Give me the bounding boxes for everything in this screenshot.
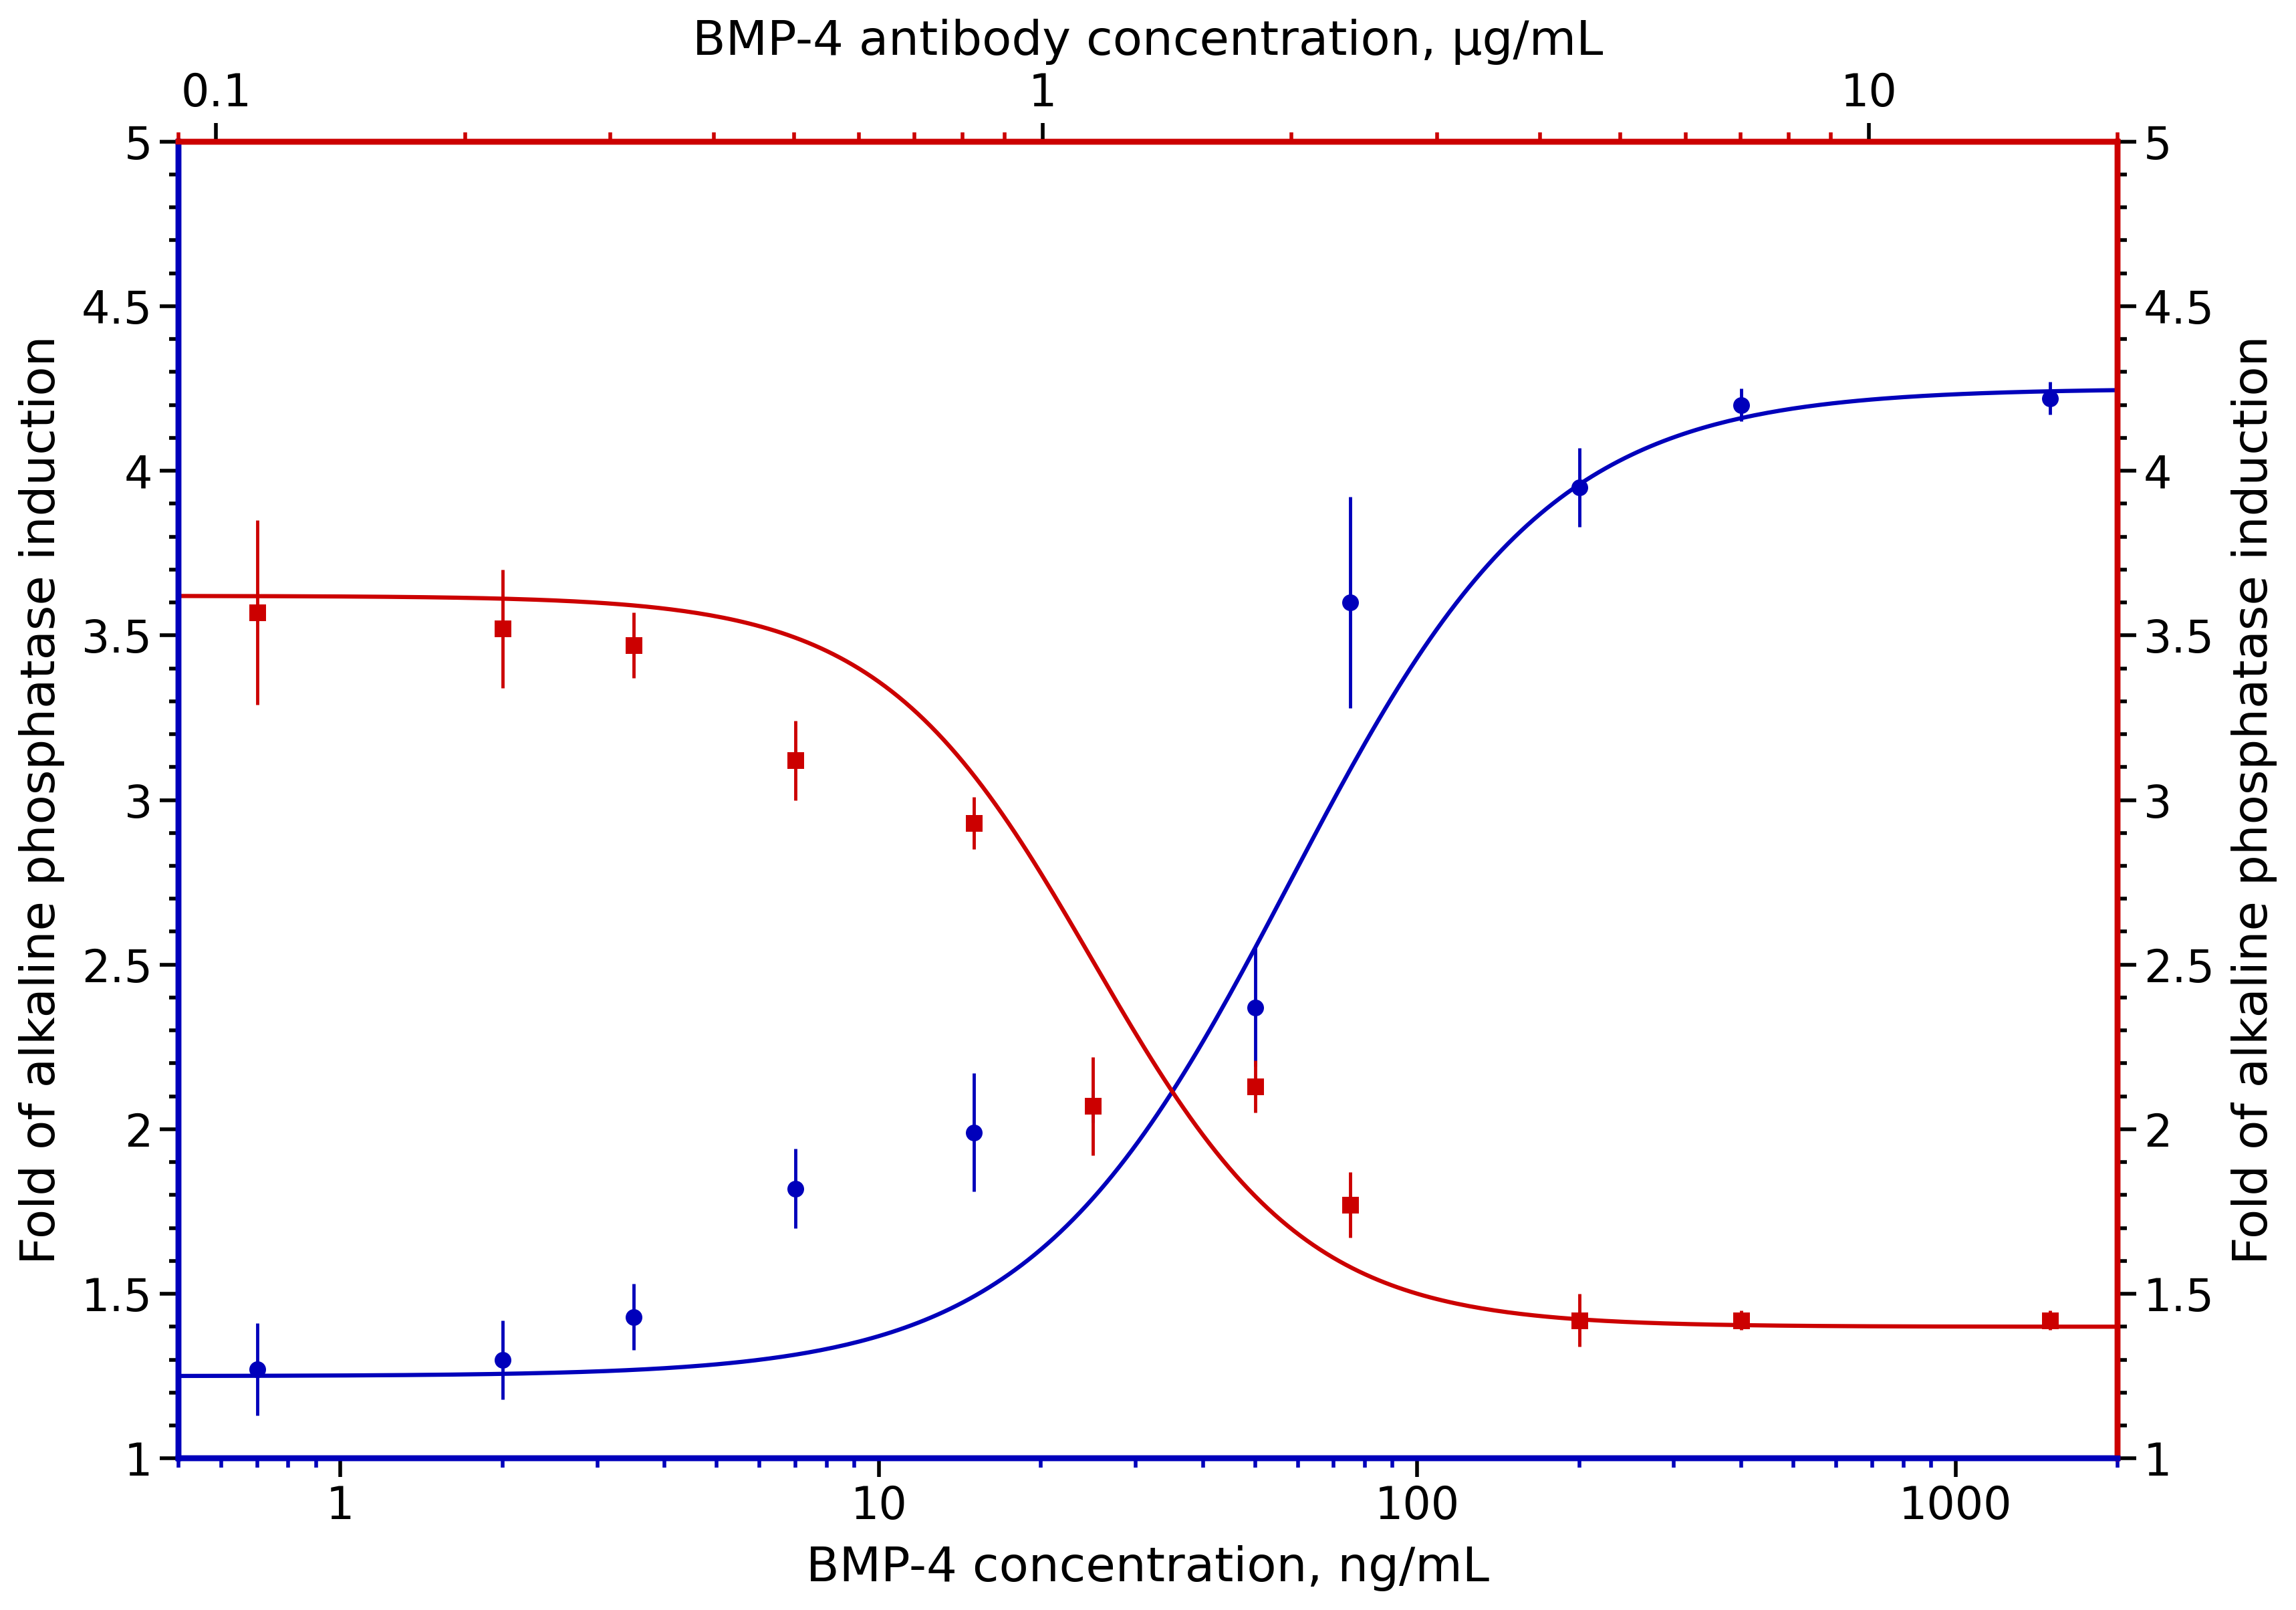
Y-axis label: Fold of alkaline phosphatase induction: Fold of alkaline phosphatase induction xyxy=(2232,335,2278,1264)
X-axis label: BMP-4 antibody concentration, μg/mL: BMP-4 antibody concentration, μg/mL xyxy=(693,19,1603,64)
X-axis label: BMP-4 concentration, ng/mL: BMP-4 concentration, ng/mL xyxy=(806,1546,1490,1591)
Y-axis label: Fold of alkaline phosphatase induction: Fold of alkaline phosphatase induction xyxy=(18,335,64,1264)
